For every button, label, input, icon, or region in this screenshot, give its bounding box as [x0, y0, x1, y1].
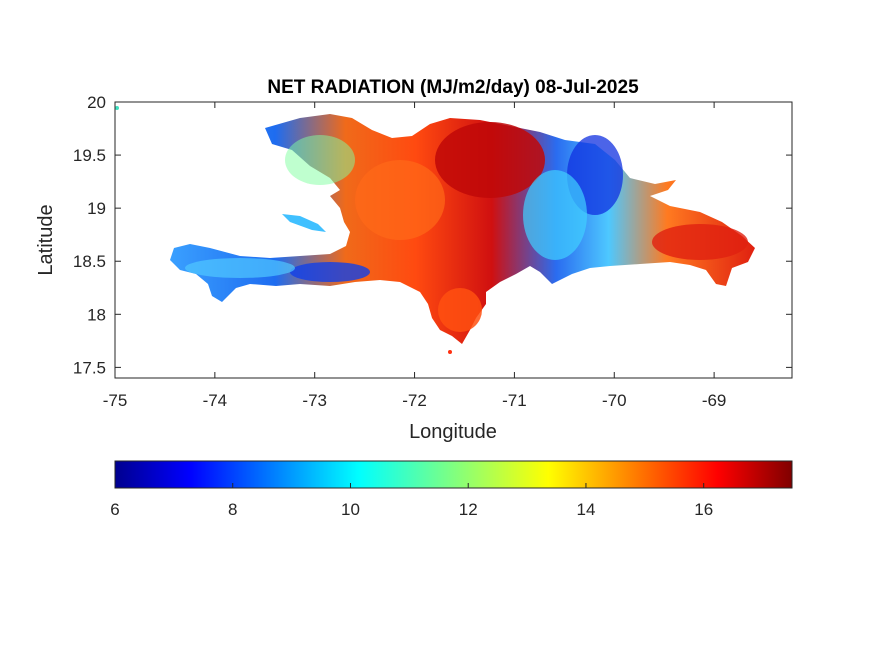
island-small-nw [115, 106, 119, 110]
x-tick-label: -72 [402, 391, 427, 410]
y-axis: 17.5 18 18.5 19 19.5 20 [73, 93, 792, 377]
x-tick-label: -75 [103, 391, 128, 410]
colorbar-tick-label: 12 [459, 500, 478, 519]
patch-south-orange [438, 288, 482, 332]
y-axis-label: Latitude [35, 204, 57, 275]
colorbar [114, 460, 793, 489]
patch-north-red [435, 122, 545, 198]
x-tick-label: -74 [203, 391, 228, 410]
plot-area [114, 101, 793, 379]
y-tick-label: 20 [87, 93, 106, 112]
patch-northwest-green [285, 135, 355, 185]
x-tick-label: -71 [502, 391, 527, 410]
patch-east-red [652, 224, 748, 260]
colorbar-tick-label: 16 [694, 500, 713, 519]
colorbar-tick-label: 8 [228, 500, 237, 519]
x-axis-label: Longitude [409, 421, 497, 443]
colorbar-ticks: 6 8 10 12 14 16 [110, 483, 713, 519]
x-tick-label: -69 [702, 391, 727, 410]
chart-title: NET RADIATION (MJ/m2/day) 08-Jul-2025 [267, 77, 639, 98]
y-tick-label: 19.5 [73, 146, 106, 165]
colorbar-tick-label: 14 [576, 500, 595, 519]
colorbar-tick-label: 10 [341, 500, 360, 519]
patch-southwest-blue [290, 262, 370, 282]
x-tick-label: -73 [302, 391, 327, 410]
patch-west-orange [355, 160, 445, 240]
x-axis: -75 -74 -73 -72 -71 -70 -69 [103, 102, 727, 410]
colorbar-tick-label: 6 [110, 500, 119, 519]
y-tick-label: 19 [87, 199, 106, 218]
island-gonave [282, 214, 326, 232]
y-tick-label: 18.5 [73, 252, 106, 271]
patch-central-cyan [523, 170, 587, 260]
y-tick-label: 18 [87, 305, 106, 324]
island-small-south [448, 350, 452, 354]
patch-peninsula-cyan [185, 258, 295, 278]
y-tick-label: 17.5 [73, 358, 106, 377]
map-layer [115, 106, 755, 354]
x-tick-label: -70 [602, 391, 627, 410]
